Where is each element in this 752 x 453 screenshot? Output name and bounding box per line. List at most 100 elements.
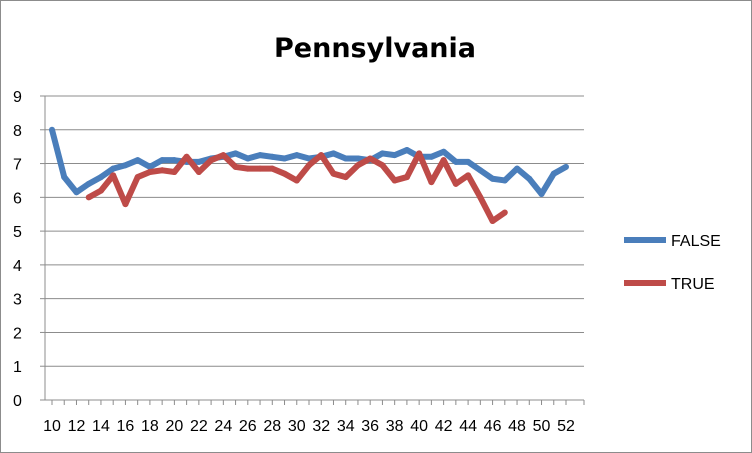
data-point — [110, 165, 117, 172]
data-point — [465, 158, 472, 165]
data-point — [293, 152, 300, 159]
data-point — [61, 174, 68, 181]
data-point — [428, 179, 435, 186]
data-point — [49, 126, 55, 133]
series-true — [85, 150, 508, 224]
data-point — [257, 165, 264, 172]
data-point — [403, 174, 410, 181]
data-point — [342, 174, 349, 181]
x-tick-label: 44 — [459, 418, 477, 435]
x-tick-label: 52 — [557, 418, 575, 435]
data-point — [330, 150, 337, 157]
x-tick-label: 18 — [141, 418, 159, 435]
data-point — [97, 174, 104, 181]
x-tick-label: 48 — [508, 418, 526, 435]
x-tick-label: 40 — [410, 418, 428, 435]
data-point — [257, 152, 264, 159]
x-tick-label: 32 — [312, 418, 330, 435]
data-point — [97, 187, 104, 194]
data-point — [220, 152, 227, 159]
data-point — [379, 162, 386, 169]
y-tick-label: 2 — [13, 325, 22, 342]
y-tick-label: 6 — [13, 190, 22, 207]
x-tick-label: 24 — [214, 418, 232, 435]
data-point — [342, 155, 349, 162]
data-point — [379, 150, 386, 157]
data-point — [489, 175, 496, 182]
data-point — [146, 163, 153, 170]
data-point — [110, 172, 117, 179]
data-point — [354, 162, 361, 169]
data-point — [440, 148, 447, 155]
x-tick-label: 38 — [386, 418, 404, 435]
data-point — [146, 169, 153, 175]
data-point — [306, 155, 312, 162]
data-point — [195, 169, 202, 175]
x-tick-label: 22 — [190, 418, 208, 435]
data-point — [208, 157, 215, 164]
x-tick-label: 16 — [117, 418, 135, 435]
data-point — [428, 153, 435, 160]
data-point — [232, 163, 239, 170]
data-point — [526, 175, 533, 182]
chart-title: Pennsylvania — [274, 33, 476, 64]
series-lines — [49, 126, 569, 224]
x-tick-label: 36 — [361, 418, 379, 435]
data-point — [501, 177, 508, 184]
data-point — [134, 174, 141, 181]
data-point — [171, 157, 178, 164]
data-point — [281, 155, 288, 162]
x-tick-label: 50 — [533, 418, 551, 435]
data-point — [73, 189, 80, 196]
data-point — [281, 170, 288, 177]
data-point — [318, 152, 325, 159]
y-tick-label: 5 — [13, 224, 22, 241]
data-point — [367, 155, 374, 162]
data-point — [452, 180, 459, 187]
data-point — [122, 201, 129, 208]
data-point — [306, 162, 312, 169]
data-point — [159, 157, 166, 164]
x-tick-label: 30 — [288, 418, 306, 435]
y-tick-label: 8 — [13, 123, 22, 140]
y-tick-label: 7 — [13, 157, 22, 174]
y-tick-label: 4 — [13, 258, 22, 275]
data-point — [171, 169, 178, 175]
y-tick-label: 9 — [13, 89, 22, 106]
data-point — [330, 170, 337, 177]
data-point — [440, 157, 447, 164]
gridlines — [45, 95, 584, 367]
data-point — [403, 147, 410, 154]
legend: FALSE TRUE — [624, 233, 721, 293]
data-point — [465, 172, 472, 179]
data-point — [489, 217, 496, 224]
data-point — [416, 150, 423, 157]
data-point — [85, 194, 92, 201]
x-tick-label: 42 — [435, 418, 453, 435]
y-tick-label: 1 — [13, 359, 22, 376]
data-point — [159, 167, 166, 174]
data-point — [244, 155, 251, 162]
data-point — [244, 165, 251, 172]
data-point — [391, 177, 398, 184]
data-point — [293, 177, 300, 184]
x-tick-label: 26 — [239, 418, 257, 435]
series-false — [49, 126, 569, 197]
data-point — [269, 153, 276, 160]
data-point — [550, 170, 557, 177]
data-point — [354, 155, 361, 162]
data-point — [195, 158, 202, 165]
data-point — [391, 152, 398, 159]
x-tick-label: 20 — [165, 418, 183, 435]
data-point — [269, 165, 276, 172]
x-tick-label: 10 — [43, 418, 61, 435]
data-point — [122, 162, 129, 169]
data-point — [134, 157, 141, 164]
legend-label-false: FALSE — [671, 233, 721, 250]
y-tick-label: 0 — [13, 393, 22, 410]
x-tick-label: 12 — [68, 418, 86, 435]
data-point — [477, 167, 484, 174]
